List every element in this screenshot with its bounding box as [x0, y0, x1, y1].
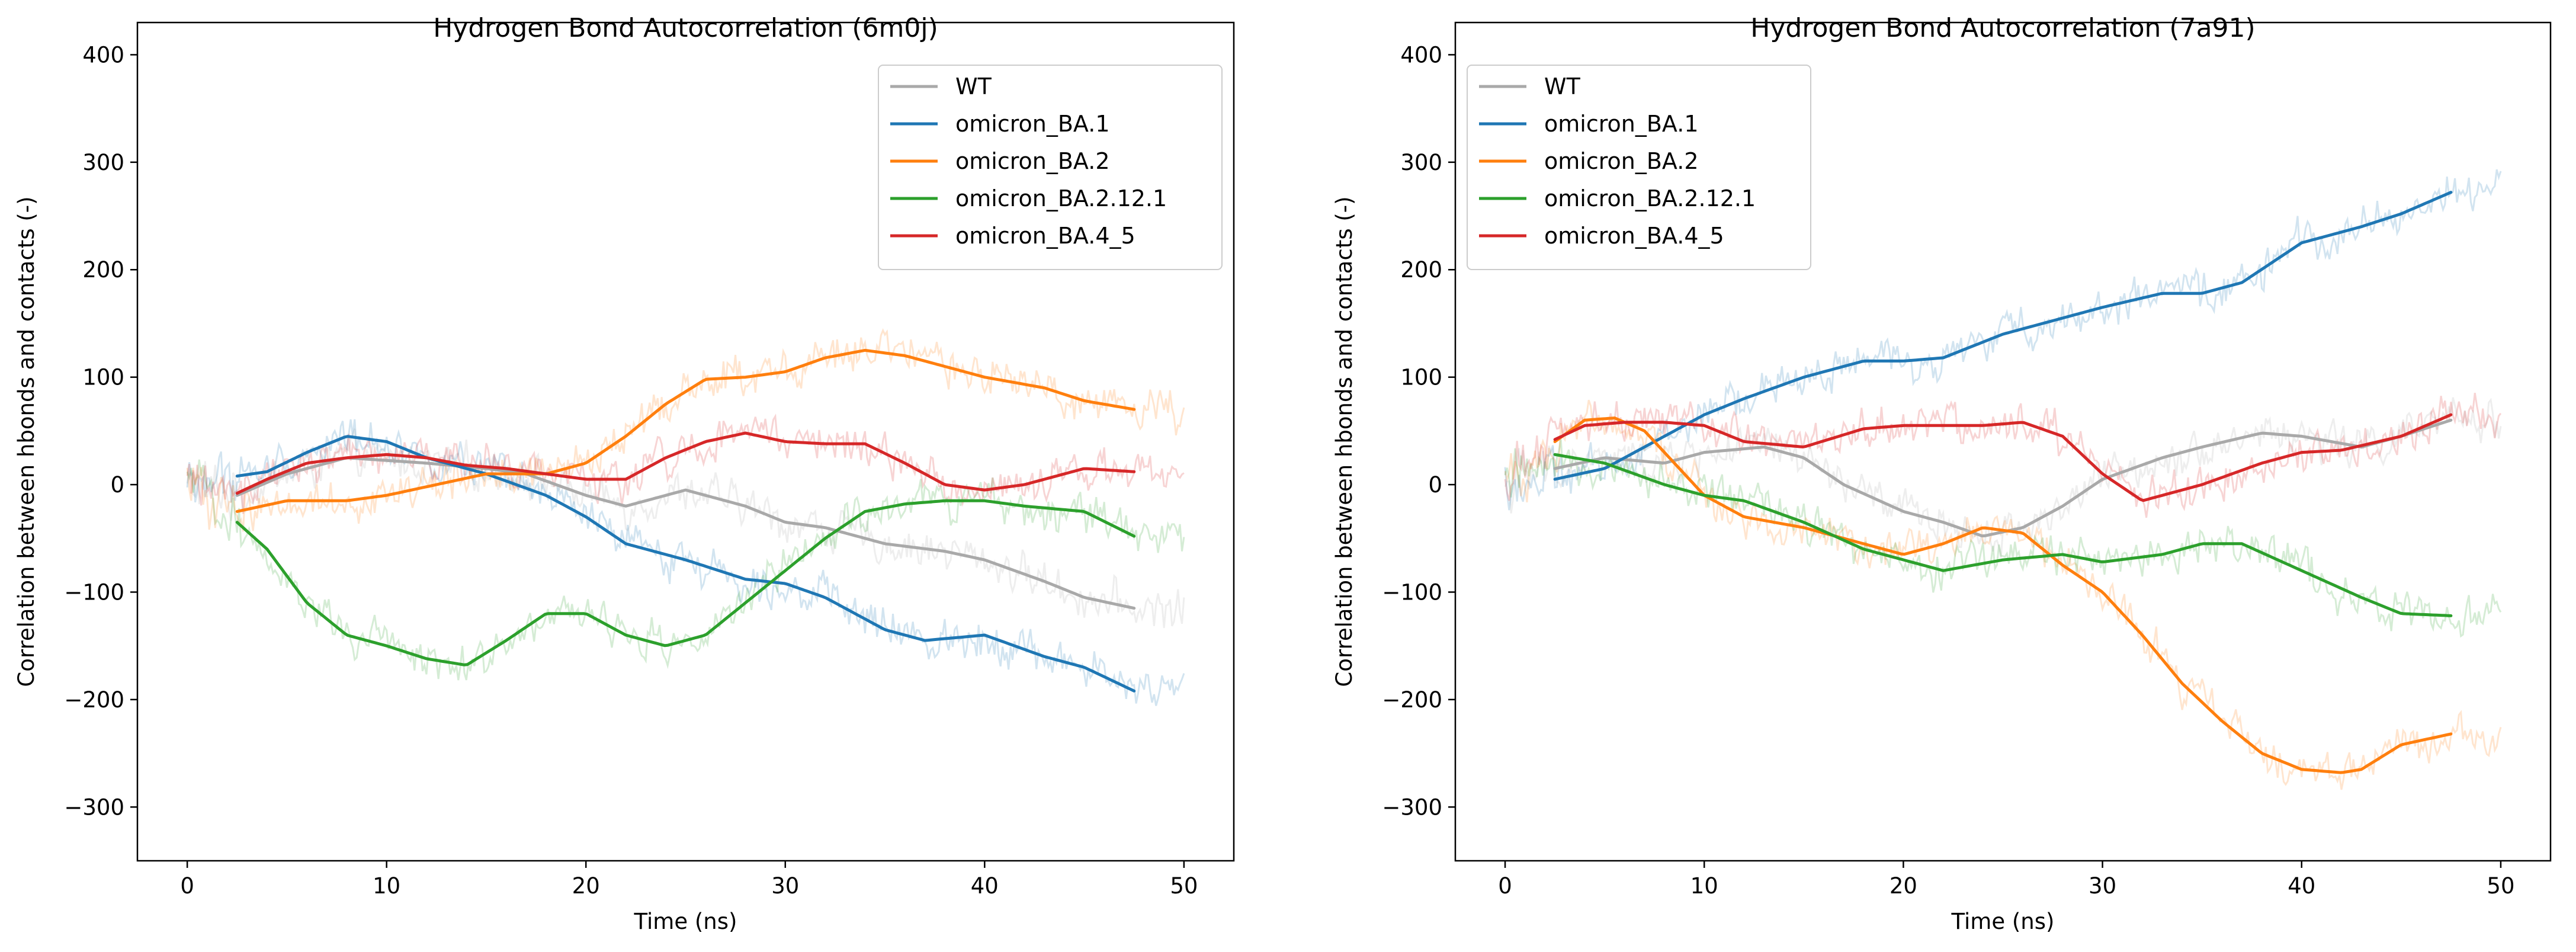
y-tick-label: 200 [1400, 257, 1442, 283]
y-tick-label: 400 [1400, 42, 1442, 68]
series-line-WT [235, 456, 1136, 610]
y-tick-label: −200 [64, 687, 124, 713]
legend-box [1467, 65, 1811, 270]
x-tick-label: 0 [180, 873, 194, 899]
legend-label: WT [955, 73, 992, 100]
raw-trace-omicron_BA.2 [1504, 399, 2502, 790]
y-tick-label: 0 [1428, 472, 1442, 498]
raw-trace-omicron_BA.2 [186, 328, 1185, 532]
y-tick-label: −300 [64, 794, 124, 820]
series-line-omicron_BA.1 [235, 435, 1136, 693]
series-line-omicron_BA.1 [1553, 191, 2453, 481]
y-tick-label: 300 [1400, 150, 1442, 175]
y-axis-label: Correlation between hbonds and contacts … [14, 196, 39, 687]
plot-frame [136, 21, 1235, 862]
y-tick-label: 0 [110, 472, 124, 498]
series-line-omicron_BA.2.12.1 [1553, 453, 2453, 617]
y-tick-label: 100 [82, 365, 124, 390]
series-line-WT [1553, 418, 2453, 538]
legend-label: omicron_BA.2.12.1 [1544, 185, 1756, 211]
y-tick-label: 100 [1400, 365, 1442, 390]
x-tick-label: 30 [2089, 873, 2116, 899]
chart-title: Hydrogen Bond Autocorrelation (7a91) [1750, 13, 2255, 43]
smoothed-lines [1553, 191, 2453, 774]
x-tick-label: 50 [1170, 873, 1198, 899]
chart-panel-6m0j: 0 10 20 30 40 50 −300 −200 −100 0 100 200 300 400 Hydr… [14, 13, 1235, 934]
y-tick-label: −300 [1382, 794, 1442, 820]
series-line-omicron_BA.2.12.1 [235, 499, 1136, 666]
legend-label: omicron_BA.2.12.1 [955, 185, 1167, 211]
x-axis-label: Time (ns) [634, 909, 737, 934]
legend: WT omicron_BA.1 omicron_BA.2 omicron_BA.2.1… [1467, 65, 1811, 270]
x-tick-label: 10 [1690, 873, 1718, 899]
series-line-omicron_BA.2 [235, 348, 1136, 513]
raw-traces [1504, 169, 2502, 790]
legend-box [878, 65, 1223, 270]
x-tick-label: 40 [971, 873, 999, 899]
series-line-omicron_BA.4_5 [235, 431, 1136, 495]
legend: WT omicron_BA.1 omicron_BA.2 omicron_BA.2.1… [878, 65, 1223, 270]
y-tick-label: 300 [82, 150, 124, 175]
raw-trace-WT [186, 428, 1185, 629]
y-axis-label: Correlation between hbonds and contacts … [1332, 196, 1357, 687]
legend-label: omicron_BA.1 [955, 111, 1110, 137]
chart-title: Hydrogen Bond Autocorrelation (6m0j) [433, 13, 938, 43]
x-tick-label: 40 [2288, 873, 2315, 899]
y-tick-label: 200 [82, 257, 124, 283]
x-tick-label: 10 [373, 873, 400, 899]
series-line-omicron_BA.4_5 [1553, 413, 2453, 502]
raw-trace-omicron_BA.1 [186, 419, 1185, 706]
smoothed-lines [235, 348, 1136, 693]
legend-label: omicron_BA.4_5 [955, 223, 1135, 249]
y-tick-label: −100 [1382, 579, 1442, 605]
legend-label: WT [1544, 73, 1581, 100]
x-tick-label: 50 [2487, 873, 2514, 899]
y-tick-label: −100 [64, 579, 124, 605]
raw-trace-omicron_BA.1 [1504, 169, 2502, 511]
plot-frame [1454, 21, 2552, 862]
legend-label: omicron_BA.1 [1544, 111, 1699, 137]
x-tick-label: 30 [771, 873, 799, 899]
y-tick-label: 400 [82, 42, 124, 68]
x-axis-label: Time (ns) [1951, 909, 2055, 934]
x-tick-label: 20 [572, 873, 600, 899]
raw-trace-omicron_BA.2.12.1 [1504, 439, 2502, 638]
chart-panel-7a91: 0 10 20 30 40 50 −300 −200 −100 0 100 200 300 400 Hydr… [1332, 13, 2552, 934]
legend-label: omicron_BA.2 [1544, 148, 1699, 174]
x-tick-label: 20 [1890, 873, 1917, 899]
y-tick-label: −200 [1382, 687, 1442, 713]
x-tick-label: 0 [1498, 873, 1512, 899]
legend-label: omicron_BA.4_5 [1544, 223, 1724, 249]
legend-label: omicron_BA.2 [955, 148, 1110, 174]
